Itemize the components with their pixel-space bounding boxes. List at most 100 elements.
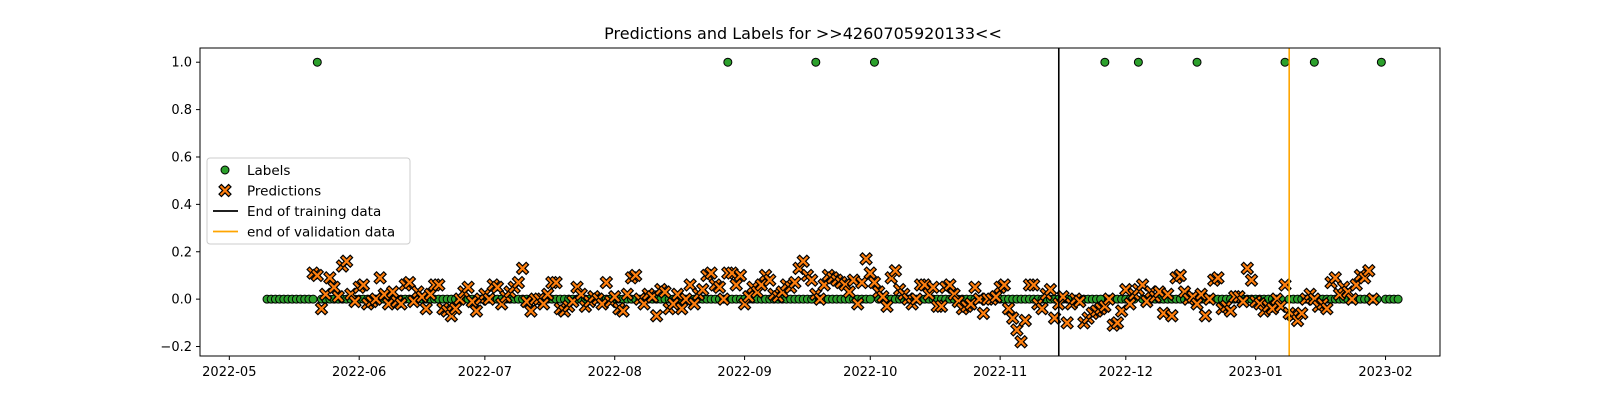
prediction-point [936,301,947,312]
y-tick-label: 0.0 [171,293,192,308]
prediction-point [860,253,872,265]
prediction-point [869,277,880,288]
label-point-positive [723,57,733,67]
prediction-point [550,277,562,288]
prediction-point [1246,275,1257,286]
label-point [308,294,318,304]
x-tick-label: 2022-09 [717,365,771,380]
label-point-positive [1192,57,1202,67]
x-tick-label: 2022-05 [202,365,256,380]
prediction-point [320,289,331,300]
prediction-point [756,279,767,291]
prediction-point [358,279,369,291]
legend: Labels Predictions End of training data end… [206,157,411,245]
x-tick-label: 2022-12 [1099,365,1153,380]
prediction-point [387,286,398,298]
prediction-point [567,296,578,307]
prediction-point [852,298,863,310]
x-tick-label: 2022-10 [843,365,897,380]
axes: 2022-05 2022-06 2022-07 2022-08 2022-09 2022-… [160,47,1441,380]
prediction-point [705,267,717,279]
prediction-point [433,279,444,291]
prediction-point [1062,317,1073,328]
prediction-point [672,289,683,300]
prediction-point [927,282,939,293]
prediction-point [349,296,361,307]
prediction-point [1158,308,1169,319]
prediction-point [684,279,696,291]
prediction-point [806,275,817,286]
prediction-point [1279,279,1291,291]
prediction-point [492,282,503,293]
prediction-point [1275,301,1286,312]
y-tick-label: −0.2 [160,340,192,355]
label-point-positive [1309,57,1319,67]
prediction-point [517,263,528,274]
prediction-point [735,270,746,281]
prediction-point [404,277,415,288]
prediction-point [1351,279,1362,291]
legend-label: end of validation data [247,225,395,241]
prediction-point [1363,265,1374,276]
label-point-positive [869,57,879,67]
prediction-point [638,298,650,310]
prediction-point [1036,303,1048,314]
label-point-positive [312,57,322,67]
prediction-point [1212,272,1224,283]
prediction-point [890,265,901,276]
prediction-point [1267,303,1278,314]
prediction-point [1049,312,1060,324]
prediction-point [1200,310,1211,321]
prediction-point [538,298,549,310]
prediction-point [324,272,336,283]
prediction-point [680,293,692,305]
label-point-positive [1376,57,1386,67]
prediction-point [1321,303,1333,314]
x-tick-label: 2022-11 [973,365,1027,380]
prediction-point [659,286,671,298]
predictions-series [306,252,1380,349]
prediction-point [462,282,474,293]
prediction-point [743,291,754,302]
prediction-point [814,293,826,305]
prediction-point [1154,286,1165,298]
prediction-point [513,277,524,288]
x-tick-label: 2023-01 [1229,365,1283,380]
prediction-point [974,293,985,305]
prediction-point [1057,291,1069,302]
label-point-positive [1280,57,1290,67]
prediction-point [630,270,641,281]
x-tick-label: 2022-07 [458,365,512,380]
prediction-point [450,303,461,314]
prediction-point [676,303,687,314]
prediction-point [576,289,587,300]
prediction-point [798,256,809,267]
prediction-point [1330,272,1341,283]
legend-box [206,157,411,245]
legend-label: Labels [247,163,290,179]
prediction-point [1074,296,1085,307]
prediction-point [848,275,859,286]
prediction-point [312,270,323,281]
prediction-point [1120,284,1131,295]
prediction-point [856,277,868,288]
prediction-point [408,296,419,307]
prediction-point [425,289,436,300]
prediction-point [726,267,738,279]
prediction-point [483,293,495,305]
legend-handle-labels [220,165,230,175]
prediction-point [622,289,633,300]
prediction-point [789,277,801,288]
prediction-point [1028,279,1039,291]
y-tick-label: 0.6 [171,150,192,165]
prediction-point [1112,317,1123,328]
prediction-point [374,272,386,283]
prediction-point [333,291,344,302]
prediction-point [1124,298,1136,310]
plot-area [200,48,1440,356]
prediction-point [1141,296,1152,307]
prediction-point [395,298,407,310]
x-tick-label: 2023-02 [1358,365,1412,380]
prediction-point [521,296,532,307]
